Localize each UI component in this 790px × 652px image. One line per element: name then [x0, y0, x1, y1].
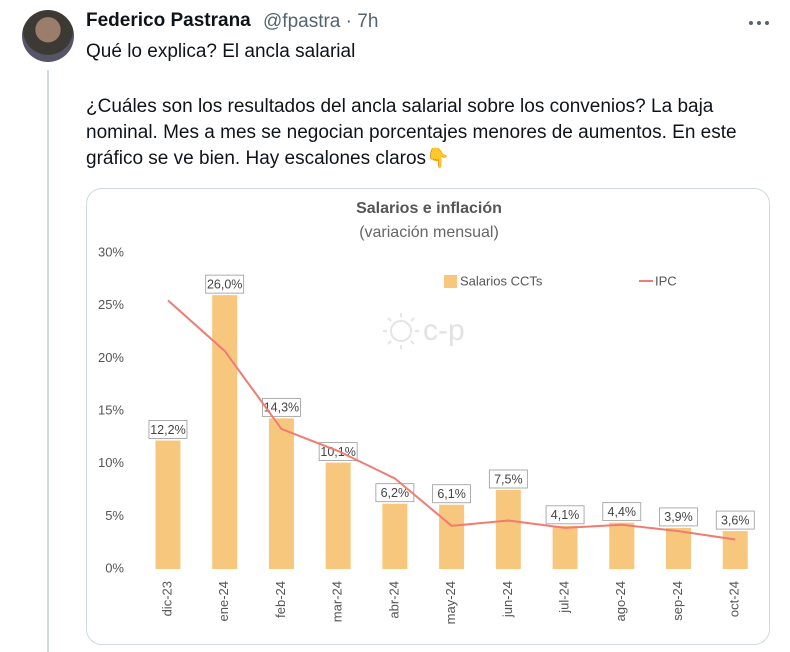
x-tick: abr-24: [386, 581, 401, 619]
y-tick-label: 25%: [98, 297, 124, 312]
watermark: c-p: [423, 314, 465, 347]
x-tick-label: jun-24: [500, 581, 515, 618]
x-tick-label: may-24: [443, 581, 458, 624]
legend-label: Salarios CCTs: [460, 273, 543, 288]
value-label-box: [602, 502, 642, 522]
y-tick-label: 30%: [98, 244, 124, 259]
bar: [609, 522, 635, 569]
value-label: 14,3%: [264, 401, 299, 415]
value-label: 4,1%: [551, 508, 580, 522]
value-label-box: [205, 274, 245, 294]
chart-card[interactable]: Salarios e inflación (variación mensual)…: [86, 188, 770, 645]
x-tick-label: oct-24: [727, 581, 742, 617]
x-tick: ago-24: [613, 581, 628, 621]
x-tick-label: ago-24: [613, 581, 628, 621]
tweet-text: ¿Cuáles son los resultados del ancla sal…: [86, 96, 737, 169]
x-tick: oct-24: [727, 581, 742, 617]
x-tick: sep-24: [670, 581, 685, 621]
value-label: 6,2%: [381, 486, 410, 500]
x-tick: feb-24: [273, 581, 288, 618]
x-tick-label: jul-24: [556, 581, 571, 614]
x-tick: ene-24: [216, 581, 231, 621]
line: [167, 299, 736, 541]
value-label: 3,6%: [721, 513, 750, 527]
watermark-icon: [383, 313, 419, 349]
y-tick-label: 5%: [105, 508, 124, 523]
bar: [495, 490, 521, 569]
chart-subtitle: (variación mensual): [359, 224, 499, 241]
bar: [552, 525, 578, 569]
author-meta[interactable]: @fpastra · 7h: [263, 11, 379, 32]
thread-line: [47, 70, 49, 652]
y-tick-label: 10%: [98, 455, 124, 470]
value-label-box: [148, 420, 188, 439]
bar: [155, 440, 181, 569]
chart: Salarios e inflación (variación mensual)…: [98, 200, 755, 624]
x-tick-label: feb-24: [273, 581, 288, 618]
y-tick-label: 0%: [105, 560, 124, 575]
bar: [439, 504, 465, 569]
legend-swatch: [444, 275, 457, 288]
x-tick-label: dic-23: [159, 581, 174, 616]
x-tick: may-24: [443, 581, 458, 624]
x-tick: jul-24: [556, 581, 571, 614]
x-tick-label: mar-24: [330, 581, 345, 622]
value-label: 7,5%: [494, 472, 523, 486]
x-tick: jun-24: [500, 581, 515, 618]
avatar[interactable]: [22, 10, 74, 62]
value-label: 6,1%: [437, 487, 466, 501]
y-tick-label: 15%: [98, 402, 124, 417]
value-label-box: [488, 469, 528, 489]
legend-label: IPC: [655, 273, 677, 288]
value-label-box: [262, 397, 301, 417]
bar: [666, 527, 692, 569]
value-label: 4,4%: [608, 505, 637, 519]
value-label-box: [432, 484, 472, 504]
x-tick-label: ene-24: [216, 581, 231, 621]
more-button[interactable]: [748, 18, 770, 28]
value-label: 26,0%: [207, 277, 242, 291]
x-tick: mar-24: [330, 581, 345, 622]
value-label-box: [375, 483, 415, 503]
value-label: 3,9%: [664, 510, 693, 524]
bar: [268, 418, 294, 569]
x-tick: dic-23: [159, 581, 174, 616]
x-tick-label: abr-24: [386, 581, 401, 619]
value-label-box: [545, 505, 585, 525]
x-tick-label: sep-24: [670, 581, 685, 621]
bar: [382, 503, 408, 569]
bar: [325, 462, 351, 569]
y-tick-label: 20%: [98, 350, 124, 365]
value-label-box: [659, 507, 698, 527]
value-label-box: [715, 510, 755, 530]
chart-title: Salarios e inflación: [356, 200, 502, 217]
tweet-text: Qué lo explica? El ancla salarial: [86, 41, 356, 62]
bar: [722, 531, 748, 569]
value-label: 12,2%: [150, 423, 185, 437]
bar: [212, 295, 238, 569]
author-name[interactable]: Federico Pastrana: [86, 10, 251, 31]
